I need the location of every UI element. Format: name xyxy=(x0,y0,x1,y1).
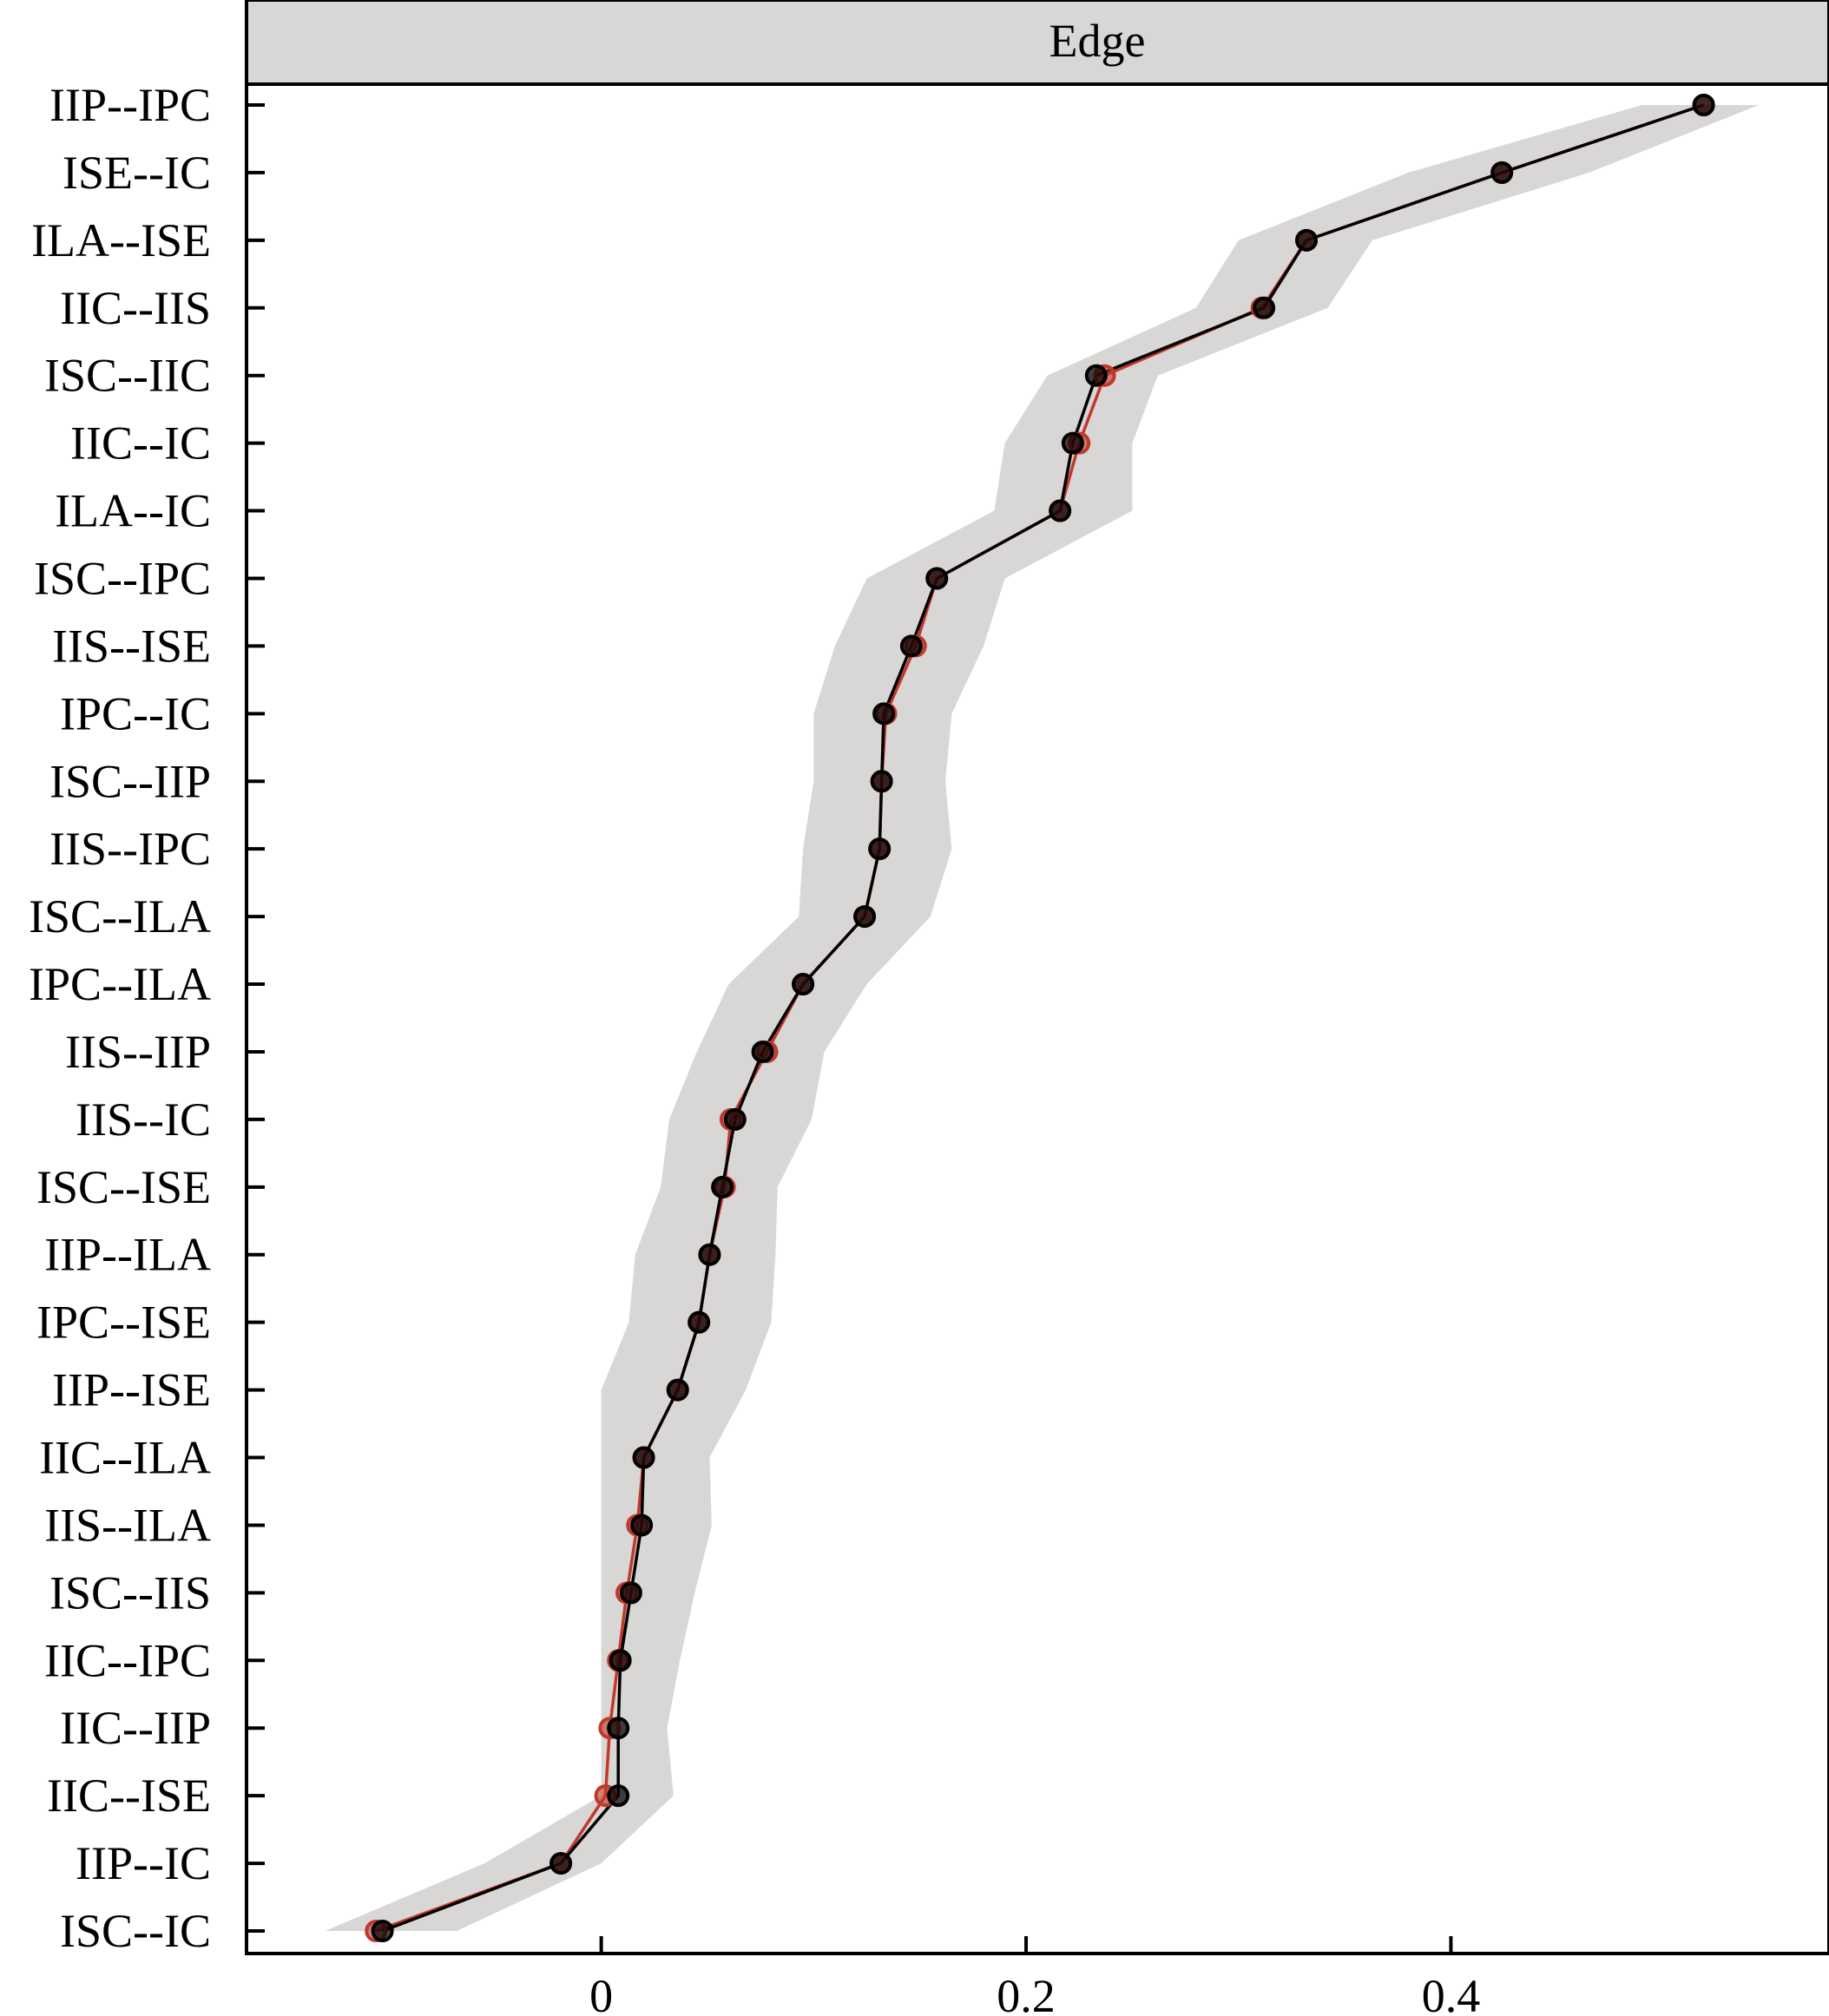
y-tick-label: ISE--IC xyxy=(63,147,211,199)
y-tick-label: IIC--ISE xyxy=(47,1770,211,1822)
data-point-sample xyxy=(751,1040,774,1063)
strip-header: Edge xyxy=(245,0,1829,86)
data-point-sample xyxy=(688,1310,711,1334)
data-point-sample xyxy=(607,1784,630,1808)
data-point-sample xyxy=(666,1378,689,1402)
data-point-sample xyxy=(1253,296,1276,319)
series-points xyxy=(365,94,1715,1942)
y-tick-label: IIS--IIP xyxy=(65,1026,211,1078)
y-tick-label: IIC--IIS xyxy=(60,282,211,334)
data-point-sample xyxy=(853,905,877,929)
y-tick-label: IIP--ISE xyxy=(52,1364,211,1416)
y-tick-label: IPC--IC xyxy=(60,687,211,739)
y-tick-label: ISC--ISE xyxy=(36,1161,211,1213)
y-tick-label: IIS--IC xyxy=(76,1093,211,1146)
y-tick-label: IIP--ILA xyxy=(44,1229,211,1281)
x-axis: 0 0.2 0.4 xyxy=(589,1936,1480,2016)
y-tick-label: ISC--ILA xyxy=(29,890,211,942)
data-point-sample xyxy=(371,1920,394,1942)
y-tick-label: IPC--ISE xyxy=(36,1297,211,1349)
y-tick-label: ISC--IC xyxy=(60,1905,211,1957)
data-point-sample xyxy=(872,702,896,726)
y-tick-label: IIS--IPC xyxy=(49,823,211,875)
data-point-sample xyxy=(549,1852,573,1875)
data-point-sample xyxy=(1084,364,1108,387)
data-point-sample xyxy=(619,1581,642,1605)
y-tick-label: ISC--IIS xyxy=(49,1566,211,1619)
data-point-sample xyxy=(607,1717,630,1740)
y-tick-label: ISC--IIC xyxy=(44,350,211,402)
y-tick-label: ISC--IPC xyxy=(34,552,211,604)
y-tick-label: IIS--ISE xyxy=(52,620,211,672)
strip-background xyxy=(245,0,1829,86)
data-point-sample xyxy=(899,634,923,658)
confidence-band xyxy=(325,105,1760,1931)
y-tick-label: IIP--IC xyxy=(76,1837,211,1889)
data-point-sample xyxy=(711,1175,734,1198)
data-point-sample xyxy=(630,1514,654,1537)
plot-frame xyxy=(245,82,1829,1955)
data-point-sample xyxy=(1490,161,1514,184)
data-point-sample xyxy=(723,1107,747,1131)
data-point-sample xyxy=(1061,431,1084,455)
y-tick-label: IPC--ILA xyxy=(29,958,211,1010)
y-tick-label: IIC--IPC xyxy=(44,1634,211,1686)
data-point-sample xyxy=(870,770,893,793)
y-tick-label: IIC--IC xyxy=(70,417,211,470)
y-tick-label: IIC--ILA xyxy=(39,1432,211,1484)
data-point-sample xyxy=(609,1649,632,1672)
data-point-sample xyxy=(698,1243,721,1266)
panel-title: Edge xyxy=(1049,15,1146,67)
x-tick-label: 0 xyxy=(589,1970,613,2016)
ci-band-polygon xyxy=(325,105,1760,1931)
data-point-sample xyxy=(925,567,949,590)
data-point-sample xyxy=(1295,228,1319,252)
y-tick-label: ILA--ISE xyxy=(31,214,211,266)
y-tick-label: IIC--IIP xyxy=(60,1702,211,1754)
data-point-sample xyxy=(1692,94,1715,116)
y-tick-label: ISC--IIP xyxy=(49,755,211,807)
data-point-sample xyxy=(1049,499,1072,522)
data-point-sample xyxy=(632,1446,655,1469)
y-tick-label: IIS--ILA xyxy=(44,1499,211,1551)
series-line-bootstrap-mean xyxy=(375,103,1705,1933)
series-line-sample xyxy=(381,103,1705,1933)
x-tick-label: 0.4 xyxy=(1422,1970,1481,2016)
y-axis: IIP--IPC ISE--IC ILA--ISE IIC--IIS ISC--IIC I… xyxy=(29,79,265,1957)
series-lines xyxy=(375,103,1705,1933)
x-tick-label: 0.2 xyxy=(997,1970,1056,2016)
y-tick-label: ILA--IC xyxy=(55,485,211,537)
y-tick-label: IIP--IPC xyxy=(49,79,211,131)
data-point-sample xyxy=(792,973,815,996)
data-point-sample xyxy=(868,837,891,861)
